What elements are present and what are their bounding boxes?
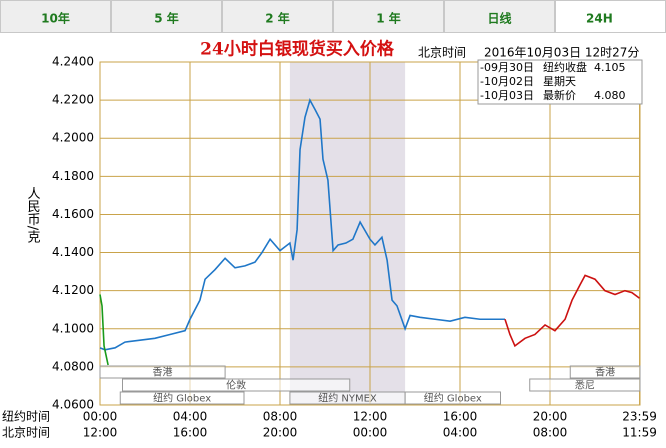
y-tick-label: 4.0800 <box>52 359 94 373</box>
tab[interactable] <box>0 0 111 33</box>
y-axis-label: 人民币/克 <box>25 187 41 245</box>
tab-label[interactable]: 日线 <box>487 11 511 26</box>
session-box <box>119 391 245 405</box>
timestamp: 2016年10月03日 12时27分 <box>484 46 639 60</box>
x-tick-label: 08:00 <box>263 410 298 424</box>
tab[interactable] <box>333 0 444 33</box>
x-tick-label: 00:00 <box>83 410 118 424</box>
legend-name: -10月03日 <box>480 89 534 102</box>
legend-note: 纽约收盘 <box>543 60 587 74</box>
y-tick-label: 4.1200 <box>52 283 94 297</box>
y-tick-label: 4.1000 <box>52 321 94 335</box>
y-tick-label: 4.1800 <box>52 169 94 183</box>
legend-box <box>477 59 643 105</box>
tab[interactable] <box>444 0 555 33</box>
session-label: 悉尼 <box>575 380 595 392</box>
x2-tick-label: 12:00 <box>83 426 118 440</box>
tab-label[interactable]: 2 年 <box>265 11 290 26</box>
x2-tick-label: 20:00 <box>263 426 298 440</box>
tab-label[interactable]: 10年 <box>41 11 70 26</box>
tab-label[interactable]: 24H <box>586 12 613 26</box>
x-tick-label: 12:00 <box>353 410 388 424</box>
tab[interactable] <box>222 0 333 33</box>
session-box <box>99 365 226 379</box>
legend-note: 星期天 <box>543 75 576 88</box>
x2-tick-label: 00:00 <box>353 426 388 440</box>
x-row-label: 北京时间 <box>2 426 50 440</box>
session-label: 纽约 Globex <box>153 392 211 405</box>
x2-tick-label: 08:00 <box>533 426 568 440</box>
y-tick-label: 4.0600 <box>52 398 94 412</box>
series-line <box>99 98 505 351</box>
session-label: 纽约 NYMEX <box>318 392 377 405</box>
tab-label[interactable]: 5 年 <box>154 11 179 26</box>
session-box <box>122 378 351 392</box>
legend-name: -10月02日 <box>480 75 534 88</box>
series-line <box>99 294 109 366</box>
chart-title: 24小时白银现货买入价格 <box>200 39 395 60</box>
legend-price: 4.105 <box>594 61 626 74</box>
x2-tick-label: 11:59 <box>622 426 657 440</box>
x2-tick-label: 16:00 <box>173 426 208 440</box>
session-box <box>569 365 641 379</box>
y-tick-label: 4.2400 <box>52 55 94 69</box>
session-label: 纽约 Globex <box>424 392 482 405</box>
session-label: 香港 <box>153 367 173 379</box>
x-tick-label: 04:00 <box>173 410 208 424</box>
time-label: 北京时间 <box>418 46 466 60</box>
session-shade <box>289 62 406 405</box>
tab[interactable] <box>555 0 666 33</box>
session-label: 伦敦 <box>226 379 246 392</box>
session-label: 香港 <box>595 367 615 379</box>
tab[interactable] <box>111 0 222 33</box>
x-tick-label: 20:00 <box>533 410 568 424</box>
y-tick-label: 4.1400 <box>52 245 94 259</box>
y-tick-label: 4.1600 <box>52 207 94 221</box>
legend-name: -09月30日 <box>480 61 534 74</box>
tab-label[interactable]: 1 年 <box>376 11 401 26</box>
x-tick-label: 16:00 <box>443 410 478 424</box>
legend-price: 4.080 <box>594 89 626 102</box>
series-line <box>504 274 641 348</box>
session-box <box>404 391 502 405</box>
session-box <box>529 378 641 392</box>
x-tick-label: 23:59 <box>622 410 657 424</box>
y-tick-label: 4.2200 <box>52 93 94 107</box>
y-tick-label: 4.2000 <box>52 131 94 145</box>
legend-note: 最新价 <box>543 88 576 102</box>
x-row-label: 纽约时间 <box>2 409 50 424</box>
x2-tick-label: 04:00 <box>443 426 478 440</box>
